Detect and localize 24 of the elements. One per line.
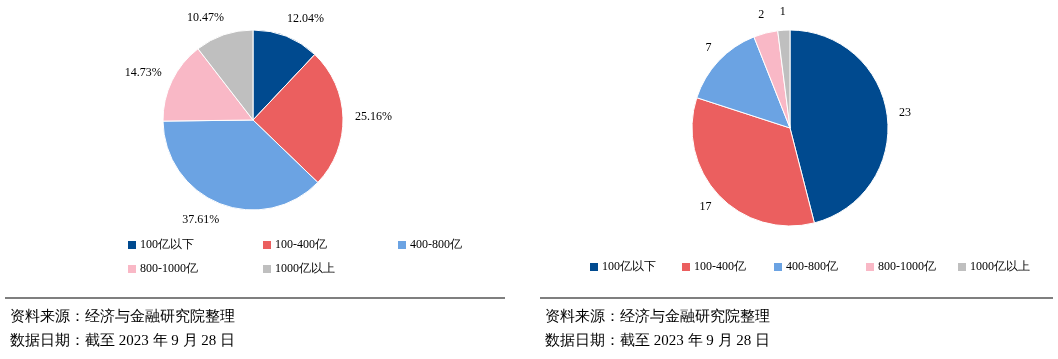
data-label: 23 — [899, 105, 912, 120]
legend-label: 1000亿以上 — [275, 260, 335, 275]
data-label: 10.47% — [187, 9, 225, 24]
text: 数据日期：截至 2023 年 9 月 28 日 — [545, 332, 770, 349]
legend-label: 800-1000亿 — [140, 260, 198, 275]
legend-label: 100亿以下 — [602, 258, 656, 273]
data-label: 7 — [705, 40, 712, 55]
data-label: 14.73% — [124, 64, 162, 79]
data-label: 1 — [779, 3, 786, 18]
data-label: 17 — [699, 199, 712, 214]
data-label: 2 — [758, 7, 765, 22]
legend-label: 800-1000亿 — [878, 258, 936, 273]
data-label: 37.61% — [182, 212, 220, 227]
legend-label: 100亿以下 — [140, 236, 194, 251]
legend-label: 400-800亿 — [410, 236, 462, 251]
legend-label: 400-800亿 — [786, 258, 838, 273]
legend-label: 100-400亿 — [694, 258, 746, 273]
text: 数据日期：截至 2023 年 9 月 28 日 — [10, 332, 235, 349]
text: 资料来源：经济与金融研究院整理 — [545, 308, 770, 325]
legend-label: 100-400亿 — [275, 236, 327, 251]
data-label: 25.16% — [354, 109, 392, 124]
legend-label: 1000亿以上 — [970, 258, 1030, 273]
data-label: 12.04% — [286, 11, 324, 26]
text: 资料来源：经济与金融研究院整理 — [10, 308, 235, 325]
